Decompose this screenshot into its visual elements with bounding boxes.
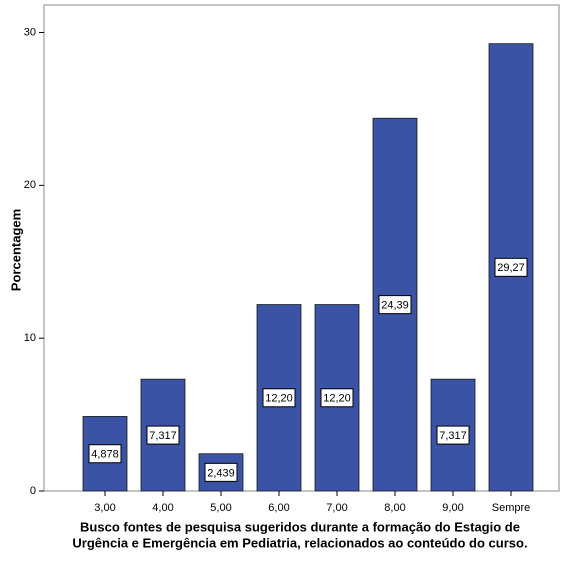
value-label-box (204, 462, 238, 482)
value-label: 4,878 (91, 449, 119, 461)
y-tick-label: 10 (24, 332, 36, 344)
value-label: 7,317 (439, 430, 467, 442)
value-label: 12,20 (265, 393, 293, 405)
x-axis-title: Urgência e Emergência em Pediatria, rela… (72, 535, 527, 550)
value-label-box (494, 257, 528, 277)
value-label: 12,20 (323, 393, 351, 405)
value-label: 24,39 (381, 300, 409, 312)
y-tick-label: 0 (30, 485, 36, 497)
x-tick-label: 7,00 (326, 502, 347, 514)
x-tick-label: 5,00 (210, 502, 231, 514)
value-label-box (146, 425, 180, 445)
x-tick-label: 9,00 (442, 502, 463, 514)
x-tick-label: 4,00 (152, 502, 173, 514)
x-axis-title: Busco fontes de pesquisa sugeridos duran… (80, 519, 520, 534)
y-axis-title: Porcentagem (8, 209, 23, 291)
x-tick-label: 3,00 (94, 502, 115, 514)
value-label-box (88, 444, 122, 464)
y-tick-label: 20 (24, 179, 36, 191)
value-label: 29,27 (497, 262, 525, 274)
x-tick-label: 6,00 (268, 502, 289, 514)
value-label-box (320, 388, 354, 408)
x-tick-label: Sempre (492, 502, 531, 514)
value-label: 7,317 (149, 430, 177, 442)
value-label-box (378, 295, 412, 315)
x-tick-label: 8,00 (384, 502, 405, 514)
y-tick-label: 30 (24, 26, 36, 38)
value-label: 2,439 (207, 467, 235, 479)
value-label-box (436, 425, 470, 445)
value-label-box (262, 388, 296, 408)
